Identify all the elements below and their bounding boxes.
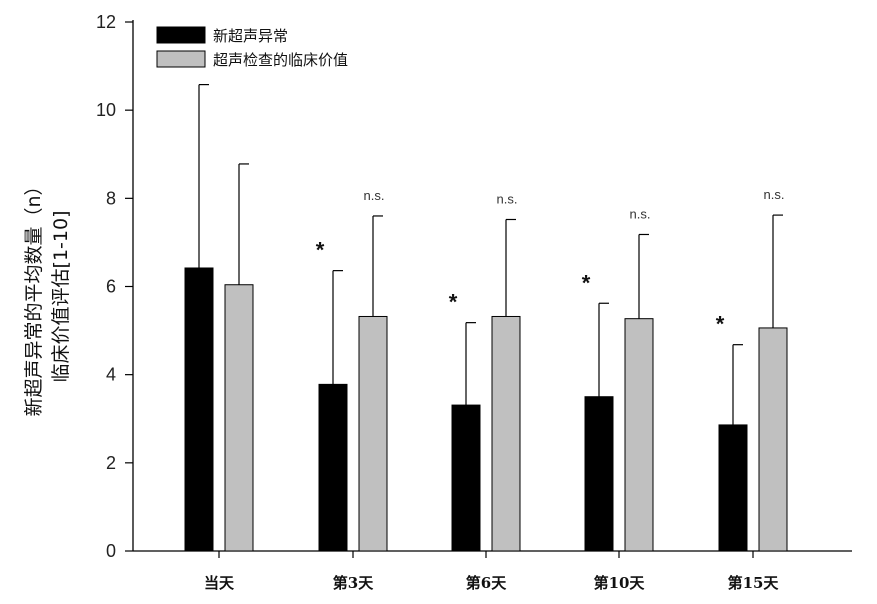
significance-marker: *: [582, 270, 591, 295]
legend-swatch: [156, 26, 206, 44]
significance-marker: *: [716, 312, 725, 337]
y-tick-label: 4: [106, 365, 116, 385]
x-axis-categories: 当天 第3天 第6天 第10天 第15天: [204, 551, 779, 592]
y-axis-title-line: 临床价值评估[1-10]: [50, 211, 72, 383]
significance-marker: *: [449, 290, 458, 315]
y-axis-title-line: 新超声异常的平均数量（n）: [23, 176, 45, 416]
x-category-label: 第15天: [728, 574, 780, 592]
bar-series-1: [184, 267, 214, 552]
bar-series-2: [624, 318, 654, 552]
legend-label: 新超声异常: [213, 27, 288, 45]
significance-marker: *: [316, 238, 325, 263]
y-tick-label: 2: [106, 453, 116, 473]
bar-series-2: [491, 315, 521, 552]
significance-marker: n.s.: [630, 206, 651, 221]
y-axis-ticks: 0 2 4 6 8 10 12: [96, 12, 133, 561]
x-category-label: 当天: [204, 574, 235, 592]
bar-series-2: [224, 284, 254, 552]
significance-marker: n.s.: [364, 188, 385, 203]
x-category-label: 第10天: [594, 574, 646, 592]
bar-series-2: [758, 327, 788, 552]
significance-marker: n.s.: [764, 187, 785, 202]
bar-series-1: [318, 383, 348, 552]
annotations-layer: * * * * n.s. n.s. n.s. n.s.: [316, 187, 785, 337]
y-tick-label: 8: [106, 188, 116, 208]
legend-label: 超声检查的临床价值: [213, 51, 348, 69]
y-tick-label: 10: [96, 100, 116, 120]
x-category-label: 第3天: [333, 574, 374, 592]
bars-layer: [184, 267, 788, 552]
y-tick-label: 0: [106, 541, 116, 561]
bar-series-1: [718, 424, 748, 552]
error-bars-layer: [198, 83, 783, 425]
bar-series-1: [584, 396, 614, 552]
y-tick-label: 12: [96, 12, 116, 32]
y-tick-label: 6: [106, 277, 116, 297]
bar-series-2: [358, 315, 388, 552]
legend-swatch: [156, 50, 206, 68]
significance-marker: n.s.: [497, 191, 518, 206]
bar-series-1: [451, 404, 481, 552]
y-axis-label: 新超声异常的平均数量（n） 临床价值评估[1-10]: [23, 176, 72, 416]
x-category-label: 第6天: [466, 574, 507, 592]
